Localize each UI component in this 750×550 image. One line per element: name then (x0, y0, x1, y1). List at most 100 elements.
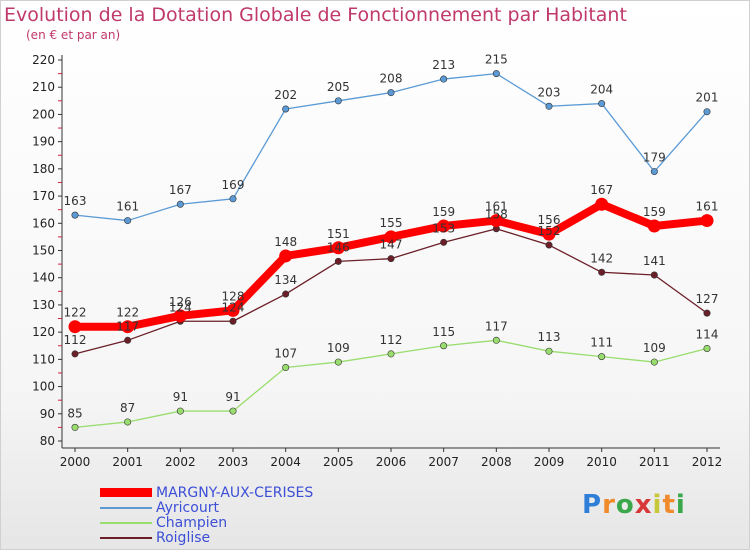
data-point-margny-aux-cerises (121, 320, 135, 334)
data-point-ayricourt (492, 70, 500, 78)
data-label-champien: 114 (696, 327, 719, 341)
data-label-champien: 85 (67, 406, 82, 420)
data-label-ayricourt: 167 (169, 183, 192, 197)
data-label-margny-aux-cerises: 128 (222, 289, 245, 303)
data-point-margny-aux-cerises (700, 214, 714, 228)
data-point-ayricourt (334, 97, 342, 105)
data-label-margny-aux-cerises: 161 (696, 200, 719, 214)
data-point-ayricourt (387, 89, 395, 97)
data-point-roiglise (598, 268, 606, 276)
data-label-roiglise: 141 (643, 254, 666, 268)
data-point-ayricourt (703, 108, 711, 116)
x-tick-label-2000: 2000 (60, 455, 91, 469)
y-tick-label-200: 200 (32, 107, 55, 121)
x-tick-label-2012: 2012 (692, 455, 723, 469)
data-point-ayricourt (71, 211, 79, 219)
data-label-roiglise: 117 (116, 319, 139, 333)
data-label-champien: 109 (327, 341, 350, 355)
proxiti-logo: Proxiti (582, 490, 686, 520)
legend-item-ayricourt: Ayricourt (100, 499, 313, 516)
data-point-champien (598, 353, 606, 361)
data-point-champien (124, 418, 132, 426)
y-tick-label-170: 170 (32, 189, 55, 203)
data-point-margny-aux-cerises (542, 227, 556, 241)
x-tick-label-2010: 2010 (586, 455, 617, 469)
x-tick-label-2005: 2005 (323, 455, 354, 469)
data-point-ayricourt (282, 105, 290, 113)
legend-item-roiglise: Roiglise (100, 530, 313, 546)
y-tick-label-210: 210 (32, 80, 55, 94)
x-tick-label-2001: 2001 (112, 455, 143, 469)
data-point-margny-aux-cerises (226, 303, 240, 317)
data-label-ayricourt: 201 (696, 91, 719, 105)
data-label-ayricourt: 163 (64, 194, 87, 208)
legend: MARGNY-AUX-CERISES Ayricourt Champien Ro… (100, 484, 314, 546)
x-tick-label-2011: 2011 (639, 455, 670, 469)
x-tick-label-2003: 2003 (218, 455, 249, 469)
data-label-roiglise: 158 (485, 208, 508, 222)
data-point-champien (492, 336, 500, 344)
data-point-ayricourt (650, 168, 658, 176)
legend-swatch-ayricourt (100, 506, 152, 509)
data-label-roiglise: 142 (590, 251, 613, 265)
data-label-roiglise: 124 (169, 300, 192, 314)
legend-item-champien: Champien (100, 515, 313, 531)
data-label-champien: 91 (225, 390, 240, 404)
data-point-margny-aux-cerises (489, 214, 503, 228)
legend-label-ayricourt: Ayricourt (156, 499, 219, 516)
data-point-champien (176, 407, 184, 415)
data-point-margny-aux-cerises (173, 309, 187, 323)
data-label-champien: 113 (538, 330, 561, 344)
legend-label-margny: MARGNY-AUX-CERISES (156, 484, 314, 501)
data-point-margny-aux-cerises (384, 230, 398, 244)
data-point-champien (282, 364, 290, 372)
data-label-margny-aux-cerises: 155 (380, 216, 403, 230)
legend-swatch-margny (100, 488, 152, 497)
y-tick-label-140: 140 (32, 271, 55, 285)
data-point-ayricourt (598, 100, 606, 108)
data-point-roiglise (440, 238, 448, 246)
data-point-roiglise (703, 309, 711, 317)
data-point-ayricourt (229, 195, 237, 203)
y-tick-label-130: 130 (32, 298, 55, 312)
data-label-roiglise: 153 (432, 221, 455, 235)
data-label-champien: 91 (173, 390, 188, 404)
data-point-roiglise (71, 350, 79, 358)
data-label-margny-aux-cerises: 167 (590, 183, 613, 197)
data-point-roiglise (334, 257, 342, 265)
data-label-margny-aux-cerises: 159 (432, 205, 455, 219)
data-label-ayricourt: 208 (380, 72, 403, 86)
y-tick-label-220: 220 (32, 53, 55, 67)
data-label-ayricourt: 204 (590, 83, 613, 97)
y-tick-label-190: 190 (32, 135, 55, 149)
data-label-champien: 112 (380, 333, 403, 347)
data-label-roiglise: 147 (380, 238, 403, 252)
data-point-margny-aux-cerises (437, 219, 451, 233)
data-label-margny-aux-cerises: 122 (64, 306, 87, 320)
legend-swatch-roiglise (100, 536, 152, 539)
data-label-margny-aux-cerises: 156 (538, 213, 561, 227)
data-label-margny-aux-cerises: 151 (327, 227, 350, 241)
data-point-margny-aux-cerises (279, 249, 293, 263)
data-point-margny-aux-cerises (647, 219, 661, 233)
data-label-margny-aux-cerises: 161 (485, 200, 508, 214)
data-label-ayricourt: 215 (485, 53, 508, 67)
data-point-roiglise (650, 271, 658, 279)
x-tick-label-2004: 2004 (270, 455, 301, 469)
legend-item-margny: MARGNY-AUX-CERISES (100, 484, 314, 501)
y-tick-label-100: 100 (32, 380, 55, 394)
data-point-champien (387, 350, 395, 358)
data-point-champien (703, 344, 711, 352)
data-point-champien (334, 358, 342, 366)
y-tick-label-150: 150 (32, 244, 55, 258)
data-label-margny-aux-cerises: 148 (274, 235, 297, 249)
data-point-champien (545, 347, 553, 355)
data-label-ayricourt: 179 (643, 151, 666, 165)
data-label-champien: 115 (432, 325, 455, 339)
data-label-ayricourt: 202 (274, 88, 297, 102)
data-point-roiglise (229, 317, 237, 325)
data-point-roiglise (387, 255, 395, 263)
y-tick-label-110: 110 (32, 352, 55, 366)
